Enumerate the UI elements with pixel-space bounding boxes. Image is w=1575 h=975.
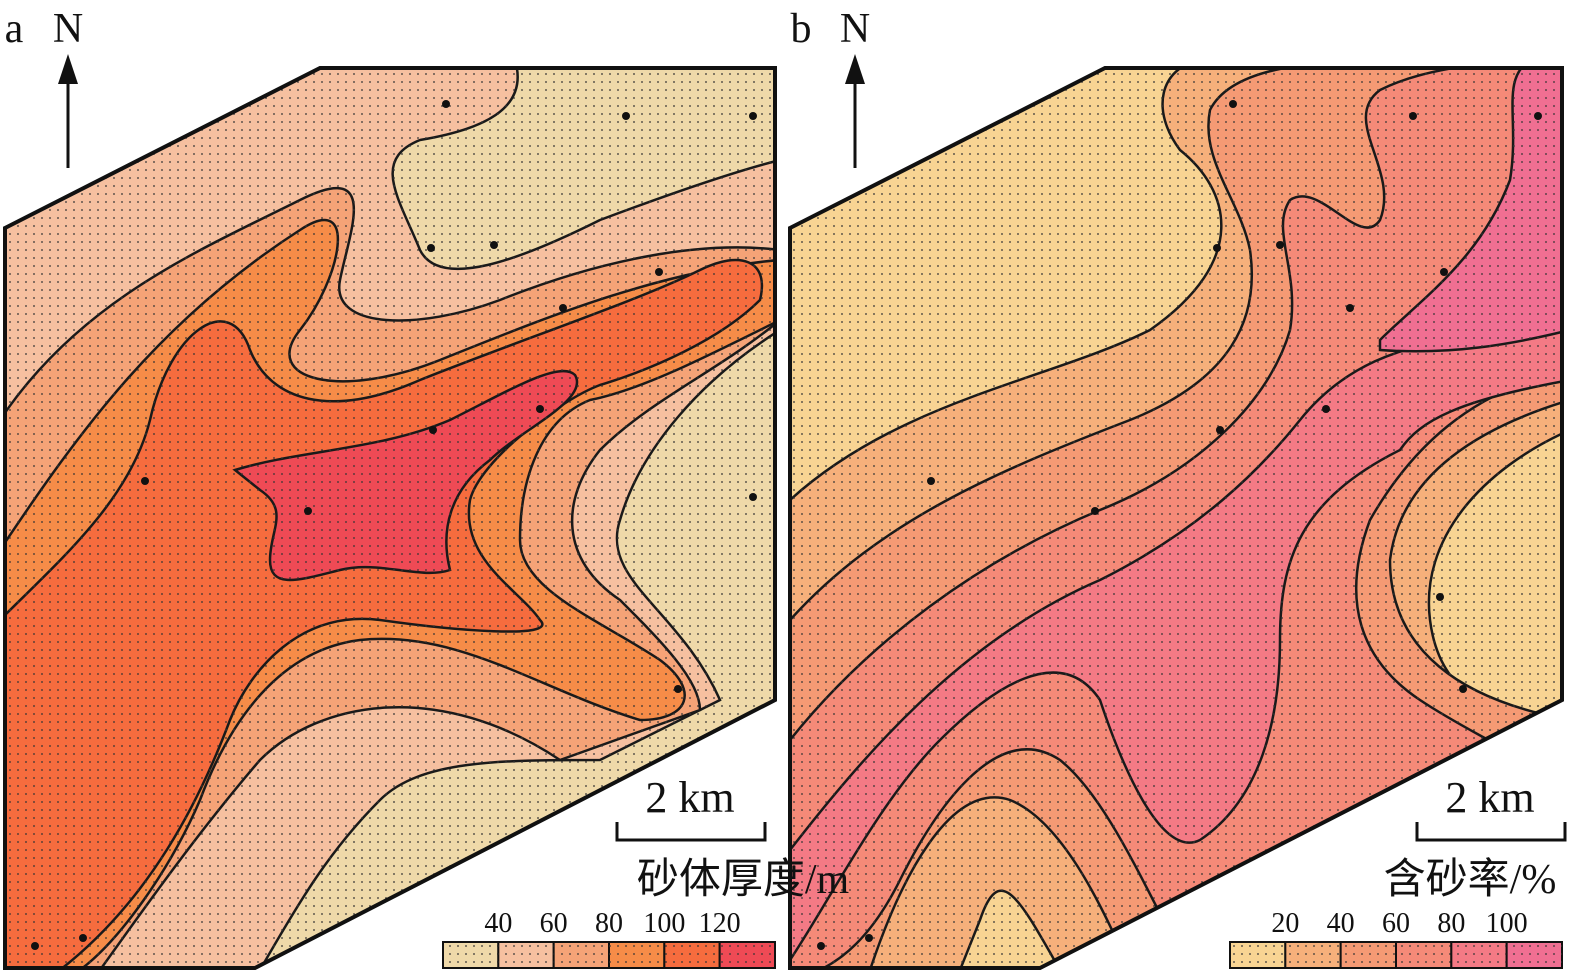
legend-tick-label: 20 bbox=[1271, 908, 1299, 939]
map-a bbox=[5, 68, 775, 968]
legend-tick-label: 60 bbox=[1382, 908, 1410, 939]
legend-dots bbox=[1340, 942, 1396, 968]
legend-title: 砂体厚度/m bbox=[637, 857, 850, 903]
legend-tick-label: 100 bbox=[643, 908, 685, 939]
legend-dots bbox=[1285, 942, 1341, 968]
legend-dots bbox=[609, 942, 665, 968]
scale-label: 2 km bbox=[645, 773, 734, 822]
legend-dots bbox=[1451, 942, 1507, 968]
legend-dots bbox=[719, 942, 775, 968]
north-arrowhead bbox=[845, 54, 865, 84]
legend-dots bbox=[553, 942, 609, 968]
legend-tick-label: 60 bbox=[540, 908, 568, 939]
legend-dots bbox=[1506, 942, 1562, 968]
scale-bar bbox=[1415, 822, 1567, 842]
panel-label: a bbox=[5, 6, 24, 52]
north-label: N bbox=[53, 6, 83, 52]
panel-label: b bbox=[791, 6, 812, 52]
legend-dots bbox=[1396, 942, 1452, 968]
legend-dots bbox=[664, 942, 720, 968]
scale-label: 2 km bbox=[1445, 773, 1534, 822]
legend-tick-label: 100 bbox=[1486, 908, 1528, 939]
legend-dots bbox=[1230, 942, 1286, 968]
scale-bar bbox=[615, 822, 767, 842]
north-label: N bbox=[840, 6, 870, 52]
legend-title: 含砂率/% bbox=[1384, 856, 1557, 903]
north-arrowhead bbox=[58, 54, 78, 84]
legend-tick-label: 80 bbox=[595, 908, 623, 939]
map-b bbox=[790, 68, 1562, 968]
legend-tick-label: 120 bbox=[699, 908, 741, 939]
legend-tick-label: 40 bbox=[484, 908, 512, 939]
legend-dots bbox=[443, 942, 499, 968]
legend-dots bbox=[498, 942, 554, 968]
legend-tick-label: 80 bbox=[1437, 908, 1465, 939]
legend-tick-label: 40 bbox=[1327, 908, 1355, 939]
